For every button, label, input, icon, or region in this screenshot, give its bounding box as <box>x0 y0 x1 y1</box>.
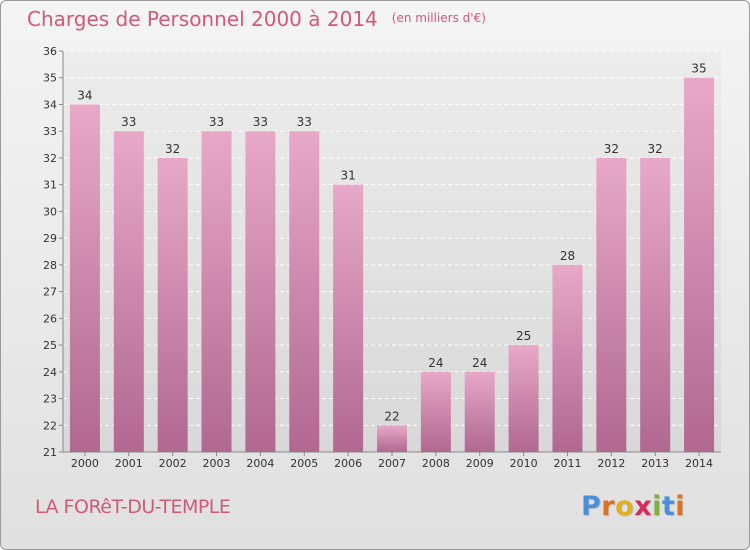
bar <box>245 131 276 452</box>
x-tick-label: 2007 <box>378 457 406 470</box>
bar <box>464 371 495 452</box>
logo-letter: o <box>615 491 635 522</box>
bar <box>113 131 144 452</box>
data-label: 25 <box>516 329 531 343</box>
y-tick-label: 23 <box>43 393 57 406</box>
y-tick-label: 30 <box>43 205 57 218</box>
y-tick-label: 24 <box>43 366 57 379</box>
chart-title: Charges de Personnel 2000 à 2014 (en mill… <box>27 7 486 31</box>
data-label: 32 <box>165 142 180 156</box>
bar <box>552 264 583 452</box>
y-tick-label: 35 <box>43 72 57 85</box>
x-tick-label: 2001 <box>115 457 143 470</box>
title-text: Charges de Personnel 2000 à 2014 <box>27 7 378 31</box>
x-tick-label: 2012 <box>597 457 625 470</box>
y-tick-label: 21 <box>43 446 57 459</box>
proxiti-logo: Proxiti <box>581 491 685 522</box>
y-tick-label: 33 <box>43 125 57 138</box>
y-tick-label: 29 <box>43 232 57 245</box>
bar <box>201 131 232 452</box>
data-label: 34 <box>77 88 92 102</box>
bar <box>289 131 320 452</box>
data-label: 24 <box>472 356 487 370</box>
x-tick-label: 2011 <box>553 457 581 470</box>
x-tick-label: 2003 <box>203 457 231 470</box>
x-tick-label: 2005 <box>290 457 318 470</box>
data-label: 33 <box>297 115 312 129</box>
data-label: 35 <box>691 62 706 76</box>
x-tick-label: 2008 <box>422 457 450 470</box>
x-tick-label: 2006 <box>334 457 362 470</box>
y-tick-label: 26 <box>43 312 57 325</box>
bar <box>69 104 100 452</box>
chart-subtitle: (en milliers d'€) <box>391 11 486 25</box>
logo-letter: t <box>661 491 676 522</box>
y-tick-label: 31 <box>43 179 57 192</box>
bar <box>157 157 188 452</box>
x-tick-label: 2002 <box>159 457 187 470</box>
data-label: 24 <box>428 356 443 370</box>
x-tick-label: 2010 <box>510 457 538 470</box>
x-tick-label: 2000 <box>71 457 99 470</box>
y-tick-label: 28 <box>43 259 57 272</box>
data-label: 32 <box>648 142 663 156</box>
logo-letter: P <box>581 491 602 522</box>
x-tick-label: 2014 <box>685 457 713 470</box>
x-tick-label: 2009 <box>466 457 494 470</box>
y-tick-label: 32 <box>43 152 57 165</box>
data-label: 22 <box>384 409 399 423</box>
bar <box>333 184 364 452</box>
logo-letter: r <box>601 491 616 522</box>
y-tick-label: 27 <box>43 286 57 299</box>
data-label: 33 <box>209 115 224 129</box>
bar <box>508 345 539 452</box>
logo-letter: i <box>675 491 686 522</box>
y-tick-label: 34 <box>43 98 57 111</box>
place-name: LA FORêT-DU-TEMPLE <box>35 496 231 518</box>
data-label: 32 <box>604 142 619 156</box>
bar <box>420 371 451 452</box>
data-label: 33 <box>121 115 136 129</box>
x-tick-label: 2004 <box>246 457 274 470</box>
bar <box>377 425 407 452</box>
x-tick-label: 2013 <box>641 457 669 470</box>
y-tick-label: 25 <box>43 339 57 352</box>
data-label: 31 <box>340 169 355 183</box>
bar <box>596 157 627 452</box>
bar <box>684 77 715 452</box>
logo-letter: x <box>634 491 653 522</box>
y-tick-label: 22 <box>43 419 57 432</box>
y-tick-label: 36 <box>43 45 57 58</box>
data-label: 28 <box>560 249 575 263</box>
data-label: 33 <box>253 115 268 129</box>
logo-letter: i <box>652 491 662 522</box>
bar <box>640 157 671 452</box>
